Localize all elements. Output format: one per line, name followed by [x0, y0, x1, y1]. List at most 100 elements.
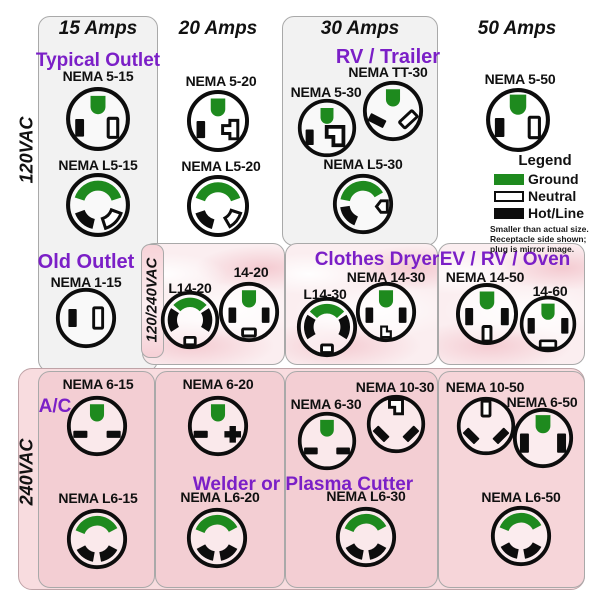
section-title: A/C: [38, 396, 72, 417]
slot-neutral: [324, 124, 346, 148]
slot-ground: [535, 415, 551, 434]
receptacle-icon-l14-20: [160, 290, 220, 350]
slot-ground: [541, 303, 555, 320]
slot-hot: [500, 542, 519, 559]
slot-hot: [492, 427, 510, 445]
slot-hot: [201, 308, 213, 332]
slot-ground: [340, 180, 383, 202]
slot-ground: [344, 513, 387, 532]
section-title: Welder or Plasma Cutter: [192, 474, 414, 495]
slot-hot: [500, 308, 509, 326]
slot-hot: [196, 544, 215, 561]
outlet-label: NEMA L5-20: [181, 158, 261, 174]
slot-hot: [305, 129, 314, 146]
outlet-label: NEMA L6-15: [58, 490, 138, 506]
column-header-15-amps: 15 Amps: [58, 18, 138, 39]
legend-item-label: Neutral: [528, 188, 577, 204]
receptacle-icon-nema-l6-50: [490, 505, 552, 567]
slot-ground: [385, 89, 401, 107]
section-title: RV / Trailer: [335, 46, 441, 68]
outlet-label: NEMA 5-15: [62, 68, 134, 84]
slot-ground: [90, 95, 106, 115]
slot-neutral: [480, 399, 492, 418]
column-header-50-amps: 50 Amps: [477, 18, 557, 39]
receptacle-icon-nema-l6-30: [335, 506, 397, 568]
outlet-label: L14-30: [303, 286, 347, 302]
receptacle-icon-nema-14-30: [355, 281, 417, 343]
legend-note-line: Smaller than actual size.: [490, 224, 589, 234]
legend-note-line: plug is mirror image.: [490, 244, 575, 254]
legend: Legend Ground Neutral Hot/Line Smaller tha…: [484, 152, 594, 254]
slot-ground: [195, 182, 241, 202]
slot-hot: [523, 542, 542, 559]
receptacle-icon-14-20: [218, 281, 280, 343]
slot-neutral: [398, 109, 419, 130]
slot-neutral: [183, 335, 197, 347]
slot-ground: [479, 291, 495, 310]
receptacle-icon-nema-5-30: [297, 98, 357, 158]
slot-neutral: [320, 343, 334, 355]
slot-hot: [224, 426, 242, 443]
receptacle-icon-nema-5-15: [66, 87, 130, 151]
legend-item-ground: Ground: [494, 171, 594, 187]
slot-hot: [527, 318, 535, 334]
legend-item-label: Hot/Line: [528, 205, 584, 221]
outlet-label: NEMA L5-15: [58, 157, 138, 173]
receptacle-icon-nema-l6-15: [66, 508, 128, 570]
receptacle-icon-nema-l5-20: [186, 174, 250, 238]
outlet-label: NEMA 6-30: [290, 396, 362, 412]
outlet-label: NEMA 6-15: [62, 376, 134, 392]
outlet-label: NEMA 6-50: [506, 394, 578, 410]
receptacle-icon-14-60: [519, 295, 577, 353]
slot-ground: [210, 404, 226, 422]
outlet-label: NEMA 5-50: [484, 71, 556, 87]
slot-hot: [367, 113, 387, 128]
slot-ground: [75, 515, 118, 534]
neutral-swatch: [494, 190, 524, 202]
outlet-label: NEMA 1-15: [50, 274, 122, 290]
slot-ground: [320, 107, 334, 124]
slot-hot: [336, 447, 350, 455]
slot-hot: [228, 307, 237, 323]
outlet-label: NEMA TT-30: [348, 64, 428, 80]
slot-hot: [196, 121, 206, 139]
receptacle-icon-nema-l6-20: [186, 507, 248, 569]
slot-hot: [68, 309, 77, 327]
outlet-label: NEMA 10-50: [445, 379, 525, 395]
slot-hot: [195, 210, 215, 229]
row-label-120vac: 120VAC: [16, 116, 37, 184]
outlet-label: NEMA 10-30: [355, 379, 435, 395]
outlet-label: 14-60: [532, 283, 568, 299]
receptacle-icon-nema-tt-30: [362, 80, 424, 142]
slot-hot: [338, 314, 351, 340]
slot-hot: [303, 314, 316, 340]
outlet-label: NEMA 14-50: [445, 269, 525, 285]
section-title: EV / RV / Oven: [439, 249, 571, 270]
receptacle-icon-nema-14-50: [455, 282, 519, 346]
slot-hot: [219, 544, 238, 561]
slot-ground: [499, 512, 542, 531]
slot-neutral: [221, 118, 240, 141]
slot-ground: [195, 514, 238, 533]
legend-item-label: Ground: [528, 171, 579, 187]
slot-hot: [519, 433, 529, 453]
slot-neutral: [241, 327, 257, 338]
slot-ground: [210, 98, 226, 117]
slot-ground: [89, 404, 105, 422]
receptacle-icon-nema-6-20: [187, 395, 249, 457]
slot-hot: [557, 433, 567, 453]
receptacle-face: [55, 287, 117, 349]
slot-hot: [465, 308, 474, 326]
section-title: Typical Outlet: [35, 50, 161, 71]
slot-ground: [509, 94, 527, 115]
slot-neutral: [380, 325, 392, 339]
slot-hot: [561, 318, 569, 334]
slot-hot: [402, 425, 420, 443]
slot-hot: [365, 307, 374, 323]
slot-ground: [309, 303, 345, 318]
slot-hot: [462, 427, 480, 445]
outlet-label: NEMA L6-50: [481, 489, 561, 505]
slot-hot: [75, 209, 95, 229]
receptacle-face: [355, 281, 417, 343]
legend-items: Ground Neutral Hot/Line: [484, 171, 594, 221]
